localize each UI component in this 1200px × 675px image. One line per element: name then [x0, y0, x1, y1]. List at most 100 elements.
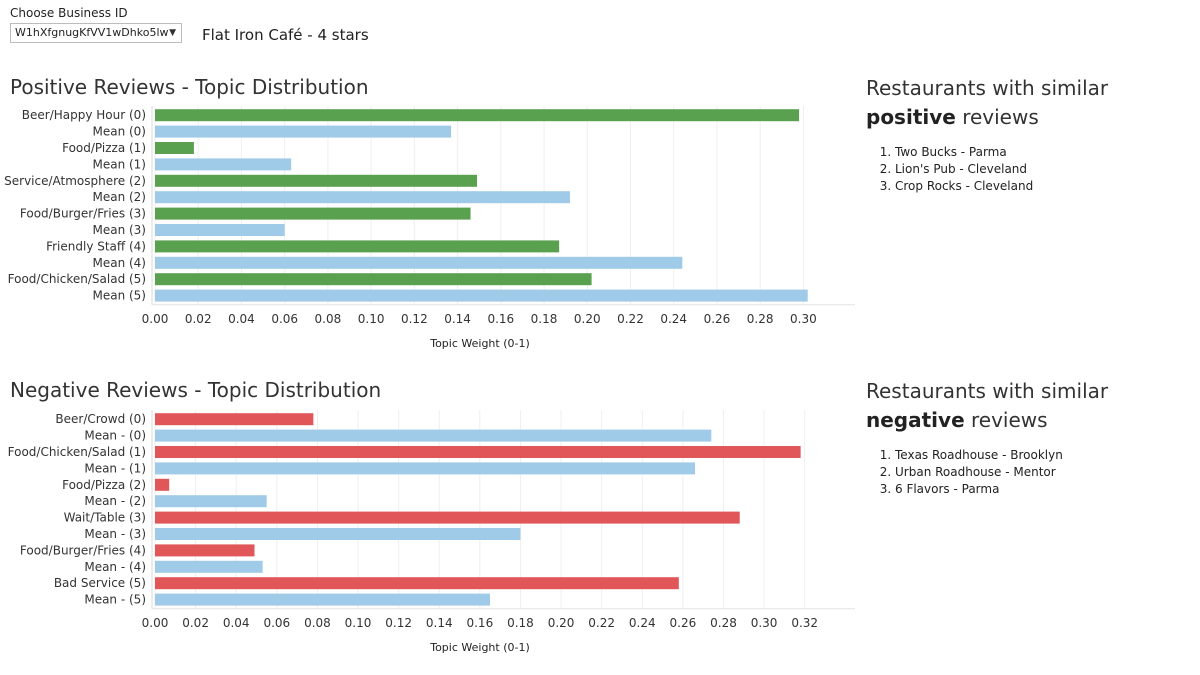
- list-item: Texas Roadhouse - Brooklyn: [895, 447, 1063, 464]
- negative-tick-label-0: 0.00: [142, 616, 169, 630]
- positive-bar-1[interactable]: [155, 125, 452, 138]
- negative-tick-label-11: 0.22: [588, 616, 615, 630]
- positive-tick-label-14: 0.28: [747, 312, 774, 326]
- negative-bar-1[interactable]: [155, 429, 712, 442]
- negative-tick-label-10: 0.20: [548, 616, 575, 630]
- negative-tick-label-4: 0.08: [304, 616, 331, 630]
- positive-category-label-5: Mean (2): [92, 190, 146, 204]
- negative-category-label-0: Beer/Crowd (0): [55, 412, 146, 426]
- positive-bar-3[interactable]: [155, 158, 292, 171]
- positive-category-label-8: Friendly Staff (4): [46, 239, 146, 253]
- positive-category-label-9: Mean (4): [92, 256, 146, 270]
- positive-tick-label-4: 0.08: [315, 312, 342, 326]
- negative-category-label-4: Food/Pizza (2): [62, 478, 146, 492]
- list-item: Two Bucks - Parma: [895, 144, 1033, 161]
- negative-category-label-1: Mean - (0): [84, 429, 146, 443]
- negative-similar-title: Restaurants with similar negative review…: [866, 377, 1196, 435]
- negative-bar-7[interactable]: [155, 528, 521, 540]
- negative-tick-label-13: 0.26: [670, 616, 697, 630]
- negative-tick-label-9: 0.18: [507, 616, 534, 630]
- positive-tick-label-15: 0.30: [790, 312, 817, 326]
- negative-similar-title-pre: Restaurants with similar: [866, 379, 1109, 403]
- negative-category-label-7: Mean - (3): [84, 527, 146, 541]
- positive-category-label-2: Food/Pizza (1): [62, 141, 146, 155]
- positive-similar-title-post: reviews: [955, 105, 1039, 129]
- negative-bar-2[interactable]: [155, 446, 801, 458]
- positive-tick-label-10: 0.20: [574, 312, 601, 326]
- negative-chart-svg: Beer/Crowd (0) Mean - (0) Food/Chicken/Sal…: [8, 410, 855, 654]
- negative-tick-label-1: 0.02: [182, 616, 209, 630]
- positive-category-label-7: Mean (3): [92, 223, 146, 237]
- positive-bar-7[interactable]: [155, 224, 285, 236]
- negative-category-label-3: Mean - (1): [84, 461, 146, 475]
- negative-category-label-6: Wait/Table (3): [64, 511, 146, 525]
- negative-bar-9[interactable]: [155, 560, 263, 573]
- positive-category-label-0: Beer/Happy Hour (0): [22, 108, 146, 122]
- negative-category-label-8: Food/Burger/Fries (4): [20, 543, 146, 557]
- negative-bar-10[interactable]: [155, 577, 679, 590]
- positive-tick-label-7: 0.14: [444, 312, 471, 326]
- positive-similar-list: Two Bucks - Parma Lion's Pub - Cleveland…: [866, 144, 1033, 195]
- positive-tick-label-2: 0.04: [228, 312, 255, 326]
- positive-tick-label-11: 0.22: [617, 312, 644, 326]
- positive-tick-label-6: 0.12: [401, 312, 428, 326]
- positive-bar-0[interactable]: [155, 109, 800, 122]
- negative-bar-8[interactable]: [155, 544, 255, 557]
- positive-bar-9[interactable]: [155, 256, 683, 269]
- negative-similar-title-post: reviews: [964, 408, 1048, 432]
- negative-bar-4[interactable]: [155, 478, 170, 491]
- negative-bar-6[interactable]: [155, 511, 740, 524]
- positive-tick-label-5: 0.10: [358, 312, 385, 326]
- positive-tick-label-0: 0.00: [142, 312, 169, 326]
- business-id-dropdown[interactable]: W1hXfgnugKfVV1wDhko5lw ▼: [10, 23, 182, 43]
- positive-bar-11[interactable]: [155, 289, 808, 302]
- negative-similar-list: Texas Roadhouse - Brooklyn Urban Roadhou…: [866, 447, 1063, 498]
- positive-category-label-10: Food/Chicken/Salad (5): [8, 272, 146, 286]
- negative-category-label-11: Mean - (5): [84, 593, 146, 607]
- negative-tick-label-15: 0.30: [751, 616, 778, 630]
- list-item: Urban Roadhouse - Mentor: [895, 464, 1063, 481]
- positive-tick-label-9: 0.18: [531, 312, 558, 326]
- negative-bar-3[interactable]: [155, 462, 696, 475]
- positive-similar-title-pre: Restaurants with similar: [866, 76, 1109, 100]
- chevron-down-icon[interactable]: ▼: [169, 28, 176, 38]
- negative-bar-11[interactable]: [155, 593, 490, 606]
- business-title: Flat Iron Café - 4 stars: [202, 26, 369, 44]
- negative-bar-5[interactable]: [155, 495, 267, 508]
- negative-category-label-10: Bad Service (5): [54, 576, 146, 590]
- business-id-value: W1hXfgnugKfVV1wDhko5lw: [15, 26, 169, 39]
- negative-tick-label-14: 0.28: [710, 616, 737, 630]
- negative-tick-label-16: 0.32: [791, 616, 818, 630]
- positive-similar-title-bold: positive: [866, 105, 956, 129]
- positive-bar-8[interactable]: [155, 240, 560, 253]
- negative-tick-label-12: 0.24: [629, 616, 656, 630]
- list-item: Crop Rocks - Cleveland: [895, 178, 1033, 195]
- positive-bar-4[interactable]: [155, 174, 478, 187]
- negative-tick-label-8: 0.16: [466, 616, 493, 630]
- business-id-label: Choose Business ID: [10, 6, 128, 20]
- negative-bar-0[interactable]: [155, 413, 314, 426]
- positive-bar-10[interactable]: [155, 273, 592, 286]
- positive-similar-title: Restaurants with similar positive review…: [866, 74, 1196, 132]
- positive-chart-title: Positive Reviews - Topic Distribution: [10, 75, 369, 99]
- positive-topic-chart: Beer/Happy Hour (0) Mean (0) Food/Pizza (1…: [0, 104, 860, 366]
- negative-similar-title-bold: negative: [866, 408, 965, 432]
- positive-category-label-1: Mean (0): [92, 125, 146, 139]
- negative-x-axis-title: Topic Weight (0-1): [429, 641, 530, 654]
- negative-category-label-9: Mean - (4): [84, 560, 146, 574]
- positive-tick-label-1: 0.02: [185, 312, 212, 326]
- negative-category-label-2: Food/Chicken/Salad (1): [8, 445, 146, 459]
- positive-tick-label-3: 0.06: [271, 312, 298, 326]
- positive-category-label-4: Service/Atmosphere (2): [4, 174, 146, 188]
- negative-tick-label-7: 0.14: [426, 616, 453, 630]
- negative-tick-label-3: 0.06: [263, 616, 290, 630]
- positive-bar-5[interactable]: [155, 191, 570, 204]
- positive-category-label-6: Food/Burger/Fries (3): [20, 207, 146, 221]
- negative-tick-label-6: 0.12: [385, 616, 412, 630]
- list-item: Lion's Pub - Cleveland: [895, 161, 1033, 178]
- positive-bar-2[interactable]: [155, 142, 194, 154]
- negative-topic-chart: Beer/Crowd (0) Mean - (0) Food/Chicken/Sal…: [0, 408, 860, 670]
- positive-bar-6[interactable]: [155, 207, 471, 220]
- positive-chart-svg: Beer/Happy Hour (0) Mean (0) Food/Pizza (1…: [4, 106, 855, 350]
- negative-tick-label-5: 0.10: [345, 616, 372, 630]
